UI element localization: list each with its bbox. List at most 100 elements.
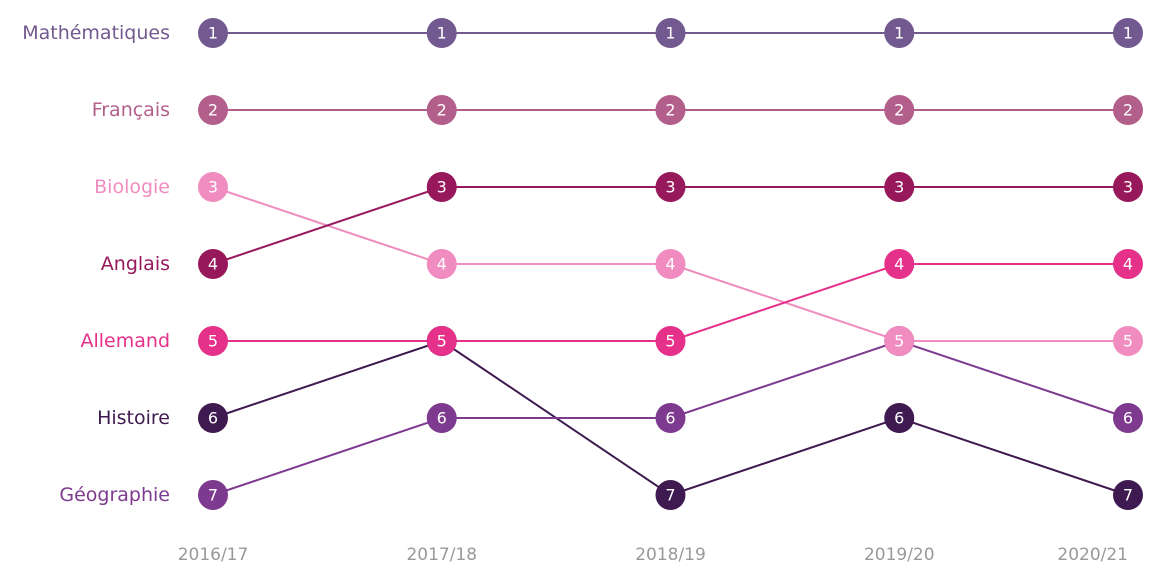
rank-marker: 5 [655, 326, 686, 356]
rank-label: 1 [894, 24, 904, 43]
rank-circle [198, 249, 228, 279]
rank-circle [426, 95, 457, 125]
rank-label: 3 [665, 178, 675, 197]
rank-label: 5 [437, 332, 447, 351]
rank-marker: 6 [884, 403, 915, 433]
rank-circle [426, 326, 457, 356]
rank-marker: 5 [884, 326, 915, 356]
rank-label: 4 [894, 255, 904, 274]
x-tick-label: 2016/17 [178, 545, 249, 565]
rank-marker: 2 [655, 95, 686, 125]
rank-label: 6 [208, 409, 218, 428]
rank-circle [884, 326, 915, 356]
rank-marker: 7 [655, 480, 686, 510]
rank-label: 2 [208, 101, 218, 120]
series-label: Histoire [97, 407, 170, 429]
rank-circle [426, 18, 457, 48]
rank-label: 6 [665, 409, 675, 428]
rank-label: 7 [208, 486, 218, 505]
rank-circle [884, 403, 915, 433]
rank-marker: 3 [655, 172, 686, 202]
rank-circle [426, 403, 457, 433]
rank-circle [655, 403, 686, 433]
rank-marker: 2 [884, 95, 915, 125]
rank-label: 2 [665, 101, 675, 120]
rank-marker: 3 [1113, 172, 1143, 202]
rank-marker: 1 [655, 18, 686, 48]
rank-circle [198, 480, 228, 510]
rank-label: 2 [894, 101, 904, 120]
rank-circle [655, 326, 686, 356]
rank-label: 4 [1123, 255, 1133, 274]
rank-label: 1 [1123, 24, 1133, 43]
rank-marker: 2 [198, 95, 228, 125]
rank-marker: 3 [884, 172, 915, 202]
rank-circle [198, 18, 228, 48]
rank-circle [1113, 249, 1143, 279]
rank-marker: 1 [426, 18, 457, 48]
rank-label: 3 [437, 178, 447, 197]
series-label: Géographie [59, 484, 170, 506]
rank-label: 3 [894, 178, 904, 197]
rank-marker: 7 [198, 480, 228, 510]
rank-circle [884, 172, 915, 202]
rank-circle [884, 18, 915, 48]
rank-circle [1113, 18, 1143, 48]
rank-marker: 4 [1113, 249, 1143, 279]
x-tick-label: 2019/20 [864, 545, 935, 565]
rank-circle [655, 172, 686, 202]
rank-label: 2 [1123, 101, 1133, 120]
rank-circle [1113, 403, 1143, 433]
rank-marker: 1 [1113, 18, 1143, 48]
series-label: Allemand [81, 330, 171, 352]
series-label: Biologie [94, 176, 170, 198]
rank-circle [1113, 172, 1143, 202]
rank-marker: 5 [426, 326, 457, 356]
series-label: Anglais [101, 253, 170, 275]
rank-marker: 1 [198, 18, 228, 48]
rank-circle [426, 172, 457, 202]
rank-circle [655, 95, 686, 125]
rank-circle [198, 95, 228, 125]
rank-circle [198, 172, 228, 202]
rank-label: 7 [1123, 486, 1133, 505]
rank-circle [884, 249, 915, 279]
rank-circle [655, 249, 686, 279]
rank-marker: 4 [884, 249, 915, 279]
rank-circle [198, 403, 228, 433]
rank-label: 3 [208, 178, 218, 197]
series-label: Français [92, 99, 170, 121]
rank-marker: 3 [426, 172, 457, 202]
rank-marker: 2 [1113, 95, 1143, 125]
rank-label: 1 [208, 24, 218, 43]
rank-marker: 4 [198, 249, 228, 279]
rank-label: 7 [665, 486, 675, 505]
rank-marker: 5 [198, 326, 228, 356]
rank-label: 6 [437, 409, 447, 428]
rank-label: 6 [894, 409, 904, 428]
rank-circle [426, 249, 457, 279]
rank-circle [1113, 480, 1143, 510]
rank-label: 1 [665, 24, 675, 43]
rank-label: 6 [1123, 409, 1133, 428]
rank-label: 5 [894, 332, 904, 351]
rank-marker: 4 [655, 249, 686, 279]
rank-label: 3 [1123, 178, 1133, 197]
rank-label: 5 [665, 332, 675, 351]
x-tick-label: 2017/18 [406, 545, 477, 565]
rank-marker: 6 [655, 403, 686, 433]
rank-label: 4 [208, 255, 218, 274]
rank-label: 4 [437, 255, 447, 274]
rank-circle [1113, 326, 1143, 356]
x-tick-label: 2018/19 [635, 545, 706, 565]
rank-label: 1 [437, 24, 447, 43]
rank-circle [1113, 95, 1143, 125]
rank-label: 5 [208, 332, 218, 351]
rank-marker: 6 [1113, 403, 1143, 433]
rank-marker: 7 [1113, 480, 1143, 510]
series-label: Mathématiques [22, 22, 170, 44]
rank-marker: 3 [198, 172, 228, 202]
rank-label: 2 [437, 101, 447, 120]
rank-label: 4 [665, 255, 675, 274]
